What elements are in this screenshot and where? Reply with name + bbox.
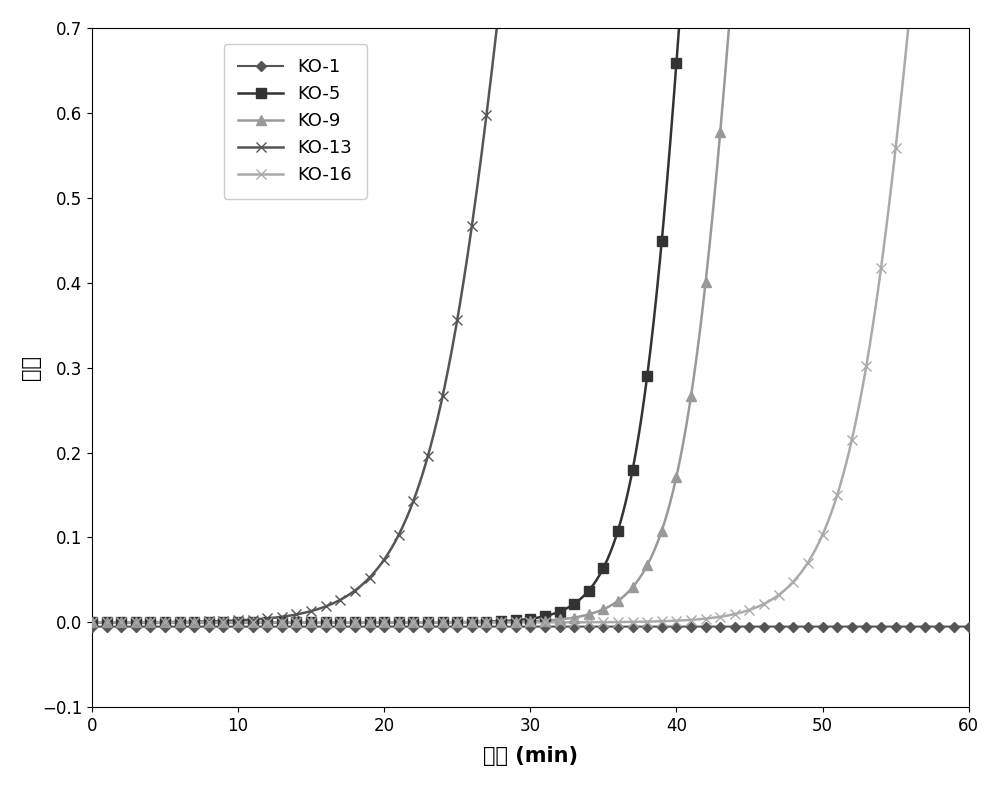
Legend: KO-1, KO-5, KO-9, KO-13, KO-16: KO-1, KO-5, KO-9, KO-13, KO-16 xyxy=(224,43,367,198)
Y-axis label: 浓度: 浓度 xyxy=(21,355,41,380)
X-axis label: 时间 (min): 时间 (min) xyxy=(483,746,578,767)
